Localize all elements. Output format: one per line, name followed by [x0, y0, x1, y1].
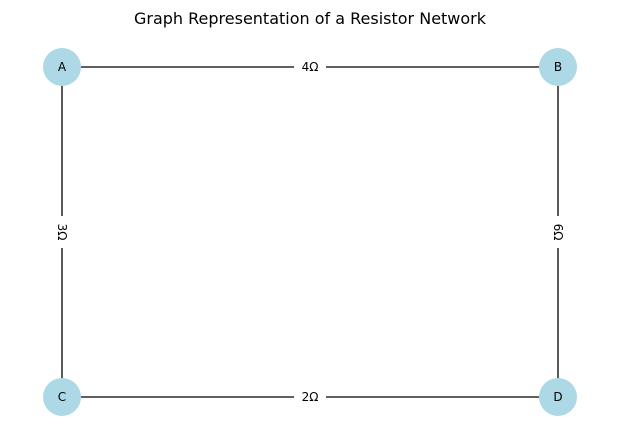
edge-label-background: [294, 58, 326, 76]
edge-C-D: 2Ω: [62, 388, 558, 406]
node-circle: [539, 378, 577, 416]
edge-label-group: 2Ω: [294, 388, 326, 406]
node-B: B: [539, 48, 577, 86]
node-label: C: [58, 390, 66, 404]
edge-label: 6Ω: [551, 224, 565, 241]
graph-title: Graph Representation of a Resistor Netwo…: [134, 9, 487, 28]
node-A: A: [43, 48, 81, 86]
edge-label-background: [53, 216, 71, 248]
edge-A-C: 3Ω: [53, 67, 71, 397]
edge-label-group: 3Ω: [53, 216, 71, 248]
edge-label-background: [549, 216, 567, 248]
node-D: D: [539, 378, 577, 416]
node-label: A: [58, 60, 67, 74]
edge-label-background: [294, 388, 326, 406]
node-label: D: [553, 390, 562, 404]
node-circle: [43, 48, 81, 86]
edge-label-group: 4Ω: [294, 58, 326, 76]
node-circle: [43, 378, 81, 416]
edge-label: 3Ω: [55, 224, 69, 241]
edges-layer: 4Ω 3Ω 6Ω 2Ω: [53, 58, 567, 406]
nodes-layer: A B C D: [43, 48, 577, 416]
edge-A-B: 4Ω: [62, 58, 558, 76]
edge-B-D: 6Ω: [549, 67, 567, 397]
node-C: C: [43, 378, 81, 416]
edge-label: 4Ω: [302, 60, 319, 74]
edge-label: 2Ω: [302, 390, 319, 404]
node-label: B: [554, 60, 562, 74]
node-circle: [539, 48, 577, 86]
edge-label-group: 6Ω: [549, 216, 567, 248]
